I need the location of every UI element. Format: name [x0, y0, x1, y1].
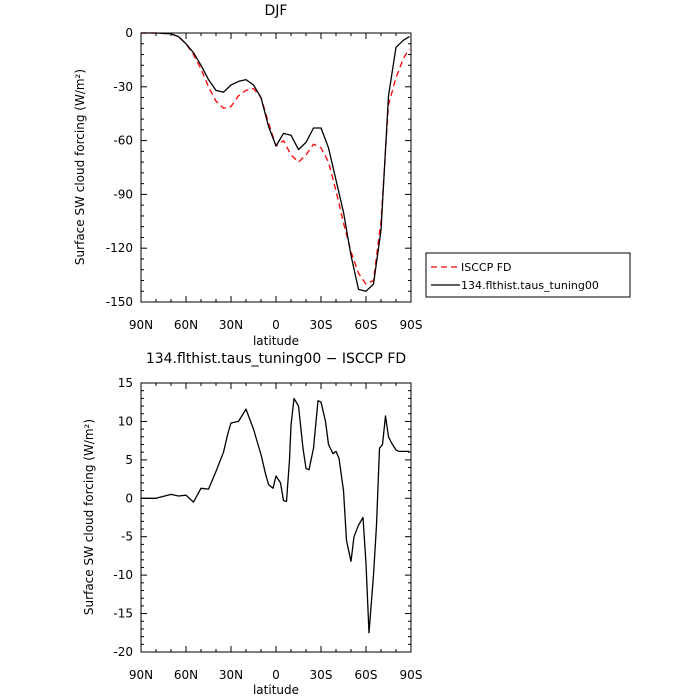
- y-tick-label: 15: [118, 376, 133, 390]
- x-tick-label: 30S: [310, 668, 333, 682]
- y-tick-label: -5: [121, 530, 133, 544]
- x-tick-label: 0: [272, 668, 280, 682]
- top-y-ticks: 0 -30 -60 -90 -120 -150: [106, 26, 411, 309]
- legend: ISCCP FD 134.flthist.taus_tuning00: [425, 252, 631, 298]
- bottom-series-lines: [141, 397, 410, 634]
- legend-box: [425, 252, 631, 298]
- x-tick-label: 30S: [310, 318, 333, 332]
- y-tick-label: -15: [113, 607, 133, 621]
- bottom-title: 134.flthist.taus_tuning00 − ISCCP FD: [146, 351, 406, 367]
- y-tick-label: -150: [106, 295, 133, 309]
- top-series-lines: [141, 32, 411, 292]
- x-tick-label: 60N: [174, 668, 198, 682]
- bottom-x-axis-label: latitude: [253, 683, 299, 697]
- top-plot-frame: [140, 32, 412, 303]
- bottom-y-ticks: 15 10 5 0 -5 -10 -15 -20: [113, 376, 411, 659]
- top-y-axis-label: Surface SW cloud forcing (W/m²): [73, 69, 87, 265]
- top-x-axis-label: latitude: [253, 334, 299, 348]
- x-tick-label: 90N: [129, 318, 153, 332]
- x-tick-label: 60S: [355, 318, 378, 332]
- series-line-1: [141, 32, 410, 292]
- top-x-ticks: 90N 60N 30N 0 30S 60S 90S: [129, 33, 423, 332]
- series-line-dashed-0: [141, 32, 411, 285]
- y-tick-label: 5: [125, 453, 133, 467]
- y-tick-label: 10: [118, 414, 133, 428]
- bottom-y-axis-label: Surface SW cloud forcing (W/m²): [82, 419, 96, 615]
- x-tick-label: 90N: [129, 668, 153, 682]
- top-panel: DJF 90N 60N 30N 0 30S 60S 90S 0 -30 -60 -90 -120 -1…: [73, 3, 422, 348]
- series-line-0: [141, 397, 410, 634]
- y-tick-label: -90: [113, 187, 133, 201]
- legend-label-isccp: ISCCP FD: [461, 261, 512, 274]
- y-tick-label: -20: [113, 645, 133, 659]
- legend-label-model: 134.flthist.taus_tuning00: [461, 279, 599, 292]
- y-tick-label: 0: [125, 491, 133, 505]
- x-tick-label: 90S: [400, 668, 423, 682]
- bottom-panel: 134.flthist.taus_tuning00 − ISCCP FD 90N…: [82, 351, 422, 697]
- x-tick-label: 30N: [219, 318, 243, 332]
- x-tick-label: 60N: [174, 318, 198, 332]
- bottom-x-ticks: 90N 60N 30N 0 30S 60S 90S: [129, 383, 423, 682]
- y-tick-label: -10: [113, 568, 133, 582]
- x-tick-label: 0: [272, 318, 280, 332]
- y-tick-label: -30: [113, 80, 133, 94]
- x-tick-label: 30N: [219, 668, 243, 682]
- x-tick-label: 60S: [355, 668, 378, 682]
- top-title: DJF: [265, 3, 288, 19]
- y-tick-label: -60: [113, 134, 133, 148]
- y-tick-label: -120: [106, 241, 133, 255]
- y-tick-label: 0: [125, 26, 133, 40]
- x-tick-label: 90S: [400, 318, 423, 332]
- bottom-plot-frame: [140, 382, 412, 653]
